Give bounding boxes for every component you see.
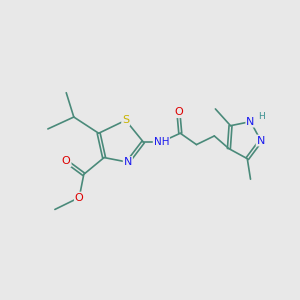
Text: N: N [256,136,265,146]
Text: S: S [122,115,129,125]
Text: O: O [174,107,183,117]
Text: O: O [75,193,84,202]
Text: NH: NH [154,137,169,147]
Text: N: N [124,157,132,167]
Text: N: N [246,117,255,127]
Text: O: O [62,156,70,166]
Text: H: H [258,112,265,121]
